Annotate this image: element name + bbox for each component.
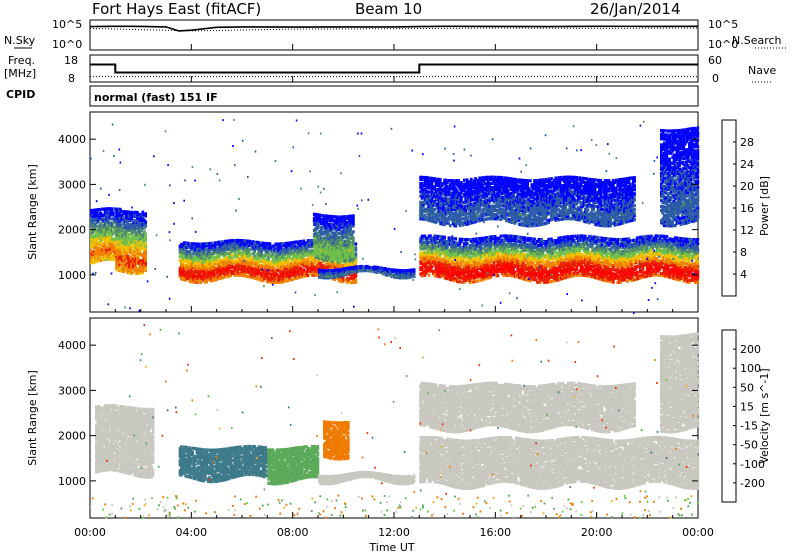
power-cell xyxy=(355,242,358,245)
site-title: Fort Hays East (fitACF) xyxy=(92,0,261,18)
noise-left-tick-top: 10^5 xyxy=(52,18,82,31)
power-cell xyxy=(443,236,446,239)
power-cell xyxy=(428,274,431,277)
power-cell xyxy=(516,249,519,252)
freq-right-tick-bottom: 0 xyxy=(712,72,719,85)
power-cell xyxy=(325,269,328,272)
cpid-label: CPID xyxy=(6,88,35,101)
power-cell xyxy=(459,256,462,259)
power-cell xyxy=(540,265,543,268)
power-cell xyxy=(516,235,519,238)
power-cell xyxy=(307,274,310,277)
power-cell xyxy=(126,255,129,258)
power-cell xyxy=(352,236,355,239)
power-cell xyxy=(352,230,355,233)
freq-series-0 xyxy=(90,65,698,73)
power-cell xyxy=(98,208,101,211)
power-cell xyxy=(491,247,494,250)
freq-label-line1: Freq. xyxy=(8,54,35,67)
beam-title: Beam 10 xyxy=(355,0,422,18)
power-cell xyxy=(429,234,432,237)
power-cell xyxy=(344,215,347,218)
nave-label: Nave xyxy=(748,64,776,77)
power-cell xyxy=(355,252,358,255)
power-cell xyxy=(128,233,131,236)
noise-left-tick-bottom: 10^0 xyxy=(52,38,82,51)
power-cell xyxy=(144,243,147,246)
power-cell xyxy=(131,272,134,275)
power-cell xyxy=(249,252,252,255)
power-cell xyxy=(300,267,303,270)
power-cell xyxy=(248,248,251,251)
power-cell xyxy=(136,211,139,214)
noise-plot xyxy=(90,26,698,31)
freq-left-tick-bottom: 8 xyxy=(68,72,75,85)
power-cell xyxy=(120,210,123,213)
power-cell xyxy=(231,254,234,257)
power-cell xyxy=(431,265,434,268)
power-cell xyxy=(144,212,147,215)
power-cell xyxy=(455,237,458,240)
power-cell xyxy=(355,246,358,249)
power-cell xyxy=(112,211,115,214)
power-cell xyxy=(352,214,355,217)
freq-plot xyxy=(90,65,698,77)
power-cell xyxy=(500,235,503,238)
power-cell xyxy=(497,274,500,277)
power-cell xyxy=(413,268,416,271)
power-cell xyxy=(100,257,103,260)
power-cell xyxy=(477,279,480,282)
noise-right-tick-top: 10^5 xyxy=(708,18,738,31)
power-cell xyxy=(355,279,358,282)
power-cell xyxy=(524,236,527,239)
power-cell xyxy=(342,264,345,267)
freq-left-tick-top: 18 xyxy=(64,54,78,67)
cpid-panel: normal (fast) 151 IF xyxy=(90,86,698,106)
power-cell xyxy=(291,278,294,281)
power-cell xyxy=(144,232,147,235)
freq-label-line2: [MHz] xyxy=(4,67,36,80)
power-cell xyxy=(303,268,306,271)
noise-left-label: N.Sky xyxy=(4,34,36,47)
freq-right-tick-top: 60 xyxy=(708,54,722,67)
power-cell xyxy=(96,225,99,228)
power-cell xyxy=(550,280,553,283)
power-cell xyxy=(352,258,355,261)
noise-right-label: N.Search xyxy=(732,34,782,47)
power-cell xyxy=(459,280,462,283)
noise-panel: N.Sky 10^5 10^0 10^5 10^0 N.Search xyxy=(4,18,788,51)
cpid-text: normal (fast) 151 IF xyxy=(94,91,218,104)
power-cell xyxy=(319,214,322,217)
power-cell xyxy=(222,258,225,261)
power-cell xyxy=(466,242,469,245)
date-title: 26/Jan/2014 xyxy=(590,0,681,18)
power-cell xyxy=(269,242,272,245)
power-cell xyxy=(144,220,147,223)
